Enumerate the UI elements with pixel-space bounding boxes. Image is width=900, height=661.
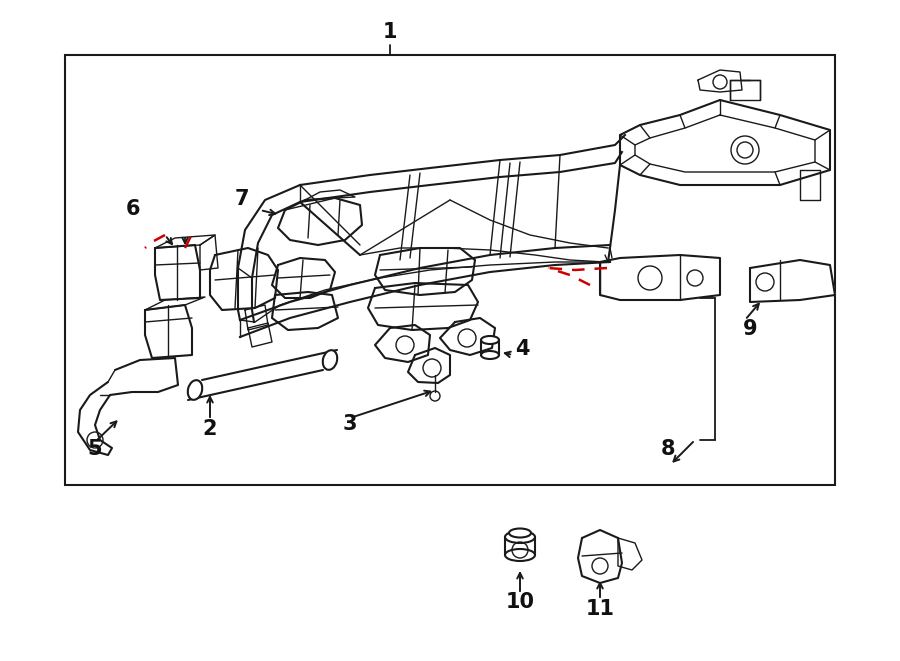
Polygon shape bbox=[375, 248, 475, 295]
Polygon shape bbox=[189, 350, 336, 400]
Polygon shape bbox=[272, 292, 338, 330]
Polygon shape bbox=[272, 258, 335, 298]
Polygon shape bbox=[698, 70, 742, 92]
Ellipse shape bbox=[481, 351, 499, 359]
Text: 4: 4 bbox=[515, 339, 529, 359]
Polygon shape bbox=[618, 538, 642, 570]
Polygon shape bbox=[155, 245, 200, 300]
Text: 1: 1 bbox=[382, 22, 397, 42]
Text: 6: 6 bbox=[126, 199, 140, 219]
Text: 2: 2 bbox=[202, 419, 217, 439]
Ellipse shape bbox=[188, 380, 202, 400]
Text: 8: 8 bbox=[661, 439, 675, 459]
Polygon shape bbox=[750, 260, 835, 302]
Polygon shape bbox=[278, 198, 362, 245]
Polygon shape bbox=[375, 325, 430, 362]
Polygon shape bbox=[145, 297, 205, 310]
Polygon shape bbox=[408, 348, 450, 383]
Polygon shape bbox=[600, 255, 720, 300]
Ellipse shape bbox=[481, 336, 499, 344]
Text: 11: 11 bbox=[586, 599, 615, 619]
Text: 9: 9 bbox=[742, 319, 757, 339]
Text: 5: 5 bbox=[87, 439, 103, 459]
Ellipse shape bbox=[505, 549, 535, 561]
Polygon shape bbox=[578, 530, 622, 583]
Polygon shape bbox=[210, 248, 278, 310]
Polygon shape bbox=[145, 305, 192, 358]
Ellipse shape bbox=[505, 531, 535, 543]
Polygon shape bbox=[440, 318, 495, 355]
Text: 3: 3 bbox=[343, 414, 357, 434]
Polygon shape bbox=[200, 235, 218, 270]
Polygon shape bbox=[285, 190, 355, 210]
Polygon shape bbox=[248, 323, 272, 347]
Polygon shape bbox=[368, 283, 478, 330]
Ellipse shape bbox=[323, 350, 338, 369]
Text: 10: 10 bbox=[506, 592, 535, 612]
Ellipse shape bbox=[509, 529, 531, 537]
Polygon shape bbox=[155, 235, 215, 248]
Polygon shape bbox=[620, 100, 830, 185]
Polygon shape bbox=[245, 305, 268, 330]
Text: 7: 7 bbox=[235, 189, 249, 209]
Bar bbox=[65, 55, 835, 485]
Polygon shape bbox=[78, 358, 178, 455]
